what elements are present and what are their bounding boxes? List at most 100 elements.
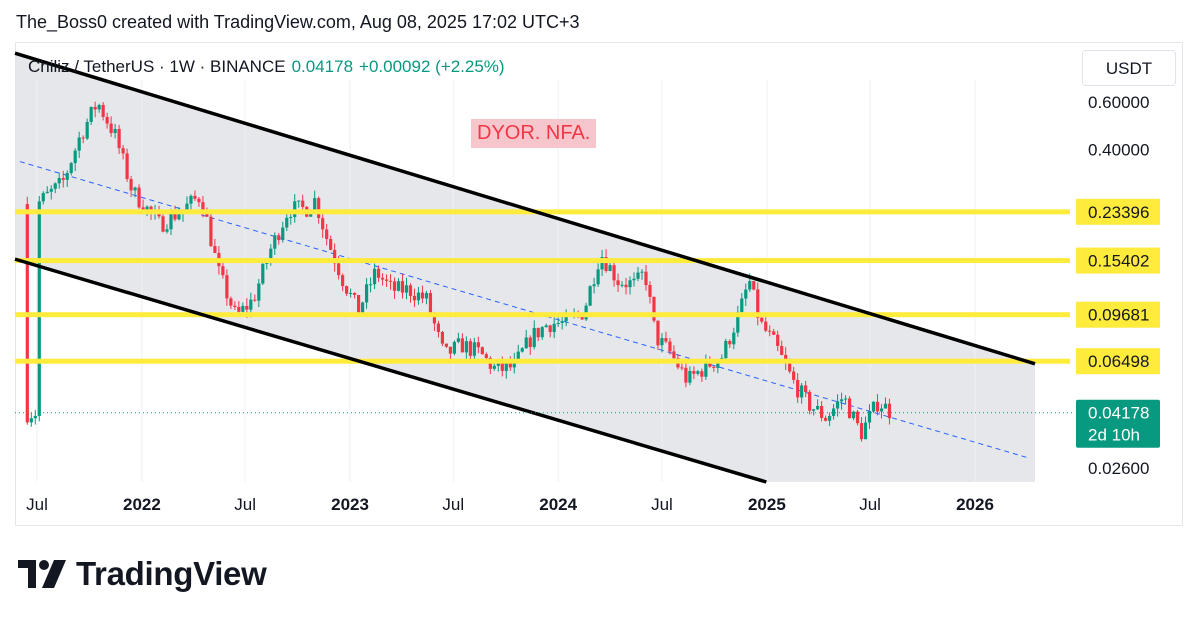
candle-body-83 bbox=[357, 294, 361, 314]
x-tick-label-6: Jul bbox=[651, 495, 673, 514]
candle-body-77 bbox=[333, 249, 337, 264]
candle-body-37 bbox=[173, 212, 177, 220]
chart-frame[interactable] bbox=[15, 42, 1183, 526]
candle-body-111 bbox=[468, 341, 472, 356]
x-tick-label-5: 2024 bbox=[539, 495, 577, 514]
candle-body-53 bbox=[237, 306, 241, 312]
dyor-annotation: DYOR. NFA. bbox=[471, 119, 597, 148]
candle-body-173 bbox=[716, 361, 720, 368]
candle-body-74 bbox=[321, 218, 325, 230]
candle-body-156 bbox=[648, 285, 652, 297]
candle-body-199 bbox=[820, 405, 824, 418]
candle-body-126 bbox=[528, 337, 532, 348]
candle-body-24 bbox=[121, 148, 125, 154]
candle-body-87 bbox=[372, 268, 377, 285]
candle-body-7 bbox=[53, 183, 57, 189]
symbol-title: Chiliz / TetherUS · 1W · BINANCE bbox=[28, 57, 286, 76]
candle-body-194 bbox=[800, 385, 804, 398]
candle-body-124 bbox=[520, 348, 524, 352]
candle-body-75 bbox=[325, 229, 329, 240]
candle-body-43 bbox=[197, 198, 201, 203]
candle-body-100 bbox=[424, 293, 429, 299]
candle-body-41 bbox=[189, 195, 193, 204]
level-label-3: 0.06498 bbox=[1088, 352, 1149, 371]
candle-body-93 bbox=[396, 281, 401, 291]
candle-body-141 bbox=[588, 286, 592, 306]
candle-body-151 bbox=[628, 280, 632, 288]
candle-body-85 bbox=[364, 284, 369, 303]
candle-body-18 bbox=[97, 104, 101, 110]
tradingview-logo-icon bbox=[18, 560, 66, 588]
candle-body-106 bbox=[448, 346, 453, 354]
candle-body-145 bbox=[604, 257, 608, 271]
candle-body-198 bbox=[816, 405, 820, 410]
candle-body-207 bbox=[851, 411, 856, 419]
candle-body-21 bbox=[109, 123, 113, 134]
y-tick-label-0: 0.60000 bbox=[1088, 93, 1149, 112]
candle-body-178 bbox=[736, 312, 740, 333]
candle-body-17 bbox=[93, 106, 97, 110]
candle-body-121 bbox=[508, 362, 512, 368]
candle-body-76 bbox=[329, 239, 333, 250]
current-price-tag bbox=[1076, 399, 1160, 448]
candle-body-135 bbox=[564, 314, 568, 322]
y-tick-label-2: 0.02600 bbox=[1088, 459, 1149, 478]
candle-body-146 bbox=[608, 265, 612, 271]
current-price-label: 0.04178 bbox=[1088, 404, 1149, 423]
tradingview-logo[interactable]: TradingView bbox=[18, 555, 267, 593]
candle-body-183 bbox=[756, 289, 760, 318]
candle-body-150 bbox=[624, 284, 628, 288]
candle-body-63 bbox=[277, 235, 281, 241]
candle-body-81 bbox=[349, 292, 353, 294]
x-tick-label-9: 2026 bbox=[956, 495, 994, 514]
candle-body-185 bbox=[764, 321, 768, 331]
candle-body-203 bbox=[835, 401, 840, 409]
candle-body-205 bbox=[843, 398, 848, 400]
candle-body-212 bbox=[871, 401, 876, 412]
currency-button[interactable]: USDT bbox=[1082, 50, 1176, 86]
candle-body-16 bbox=[89, 106, 93, 122]
candle-body-107 bbox=[452, 341, 456, 354]
x-tick-label-3: 2023 bbox=[331, 495, 369, 514]
candle-body-13 bbox=[77, 137, 81, 151]
candle-body-123 bbox=[516, 351, 520, 360]
candle-body-196 bbox=[808, 391, 812, 411]
candle-body-34 bbox=[161, 216, 165, 232]
level-tag-1 bbox=[1076, 247, 1160, 274]
candle-body-55 bbox=[245, 305, 249, 310]
x-tick-label-8: Jul bbox=[859, 495, 881, 514]
candle-body-143 bbox=[596, 269, 600, 285]
candle-body-54 bbox=[241, 305, 245, 312]
candle-body-57 bbox=[253, 299, 257, 301]
candle-body-130 bbox=[544, 325, 548, 328]
symbol-header: Chiliz / TetherUS · 1W · BINANCE 0.04178 +… bbox=[28, 57, 505, 77]
candle-body-144 bbox=[600, 257, 604, 270]
level-tag-3 bbox=[1076, 348, 1160, 375]
candle-body-14 bbox=[81, 137, 85, 139]
candle-body-188 bbox=[776, 334, 780, 347]
candle-body-94 bbox=[400, 281, 405, 293]
candle-body-148 bbox=[616, 280, 620, 286]
candle-body-216 bbox=[887, 403, 892, 419]
candle-body-22 bbox=[113, 128, 117, 134]
candle-body-175 bbox=[724, 341, 728, 359]
y-tick-label-1: 0.40000 bbox=[1088, 140, 1149, 159]
candle-body-11 bbox=[69, 163, 73, 174]
candle-body-165 bbox=[684, 367, 688, 383]
candle-body-193 bbox=[796, 379, 800, 398]
candle-body-169 bbox=[700, 371, 704, 377]
candle-body-90 bbox=[384, 279, 389, 281]
candle-body-125 bbox=[524, 337, 528, 349]
candle-body-78 bbox=[337, 263, 341, 276]
candle-body-133 bbox=[556, 323, 560, 325]
candle-body-164 bbox=[680, 367, 684, 369]
candle-body-3 bbox=[37, 201, 41, 416]
candle-body-200 bbox=[824, 417, 828, 421]
candle-body-142 bbox=[592, 284, 596, 287]
candle-body-149 bbox=[620, 284, 624, 286]
candle-body-69 bbox=[301, 200, 305, 207]
candle-body-65 bbox=[285, 217, 289, 228]
candle-body-12 bbox=[73, 150, 77, 164]
candle-body-114 bbox=[480, 347, 484, 355]
